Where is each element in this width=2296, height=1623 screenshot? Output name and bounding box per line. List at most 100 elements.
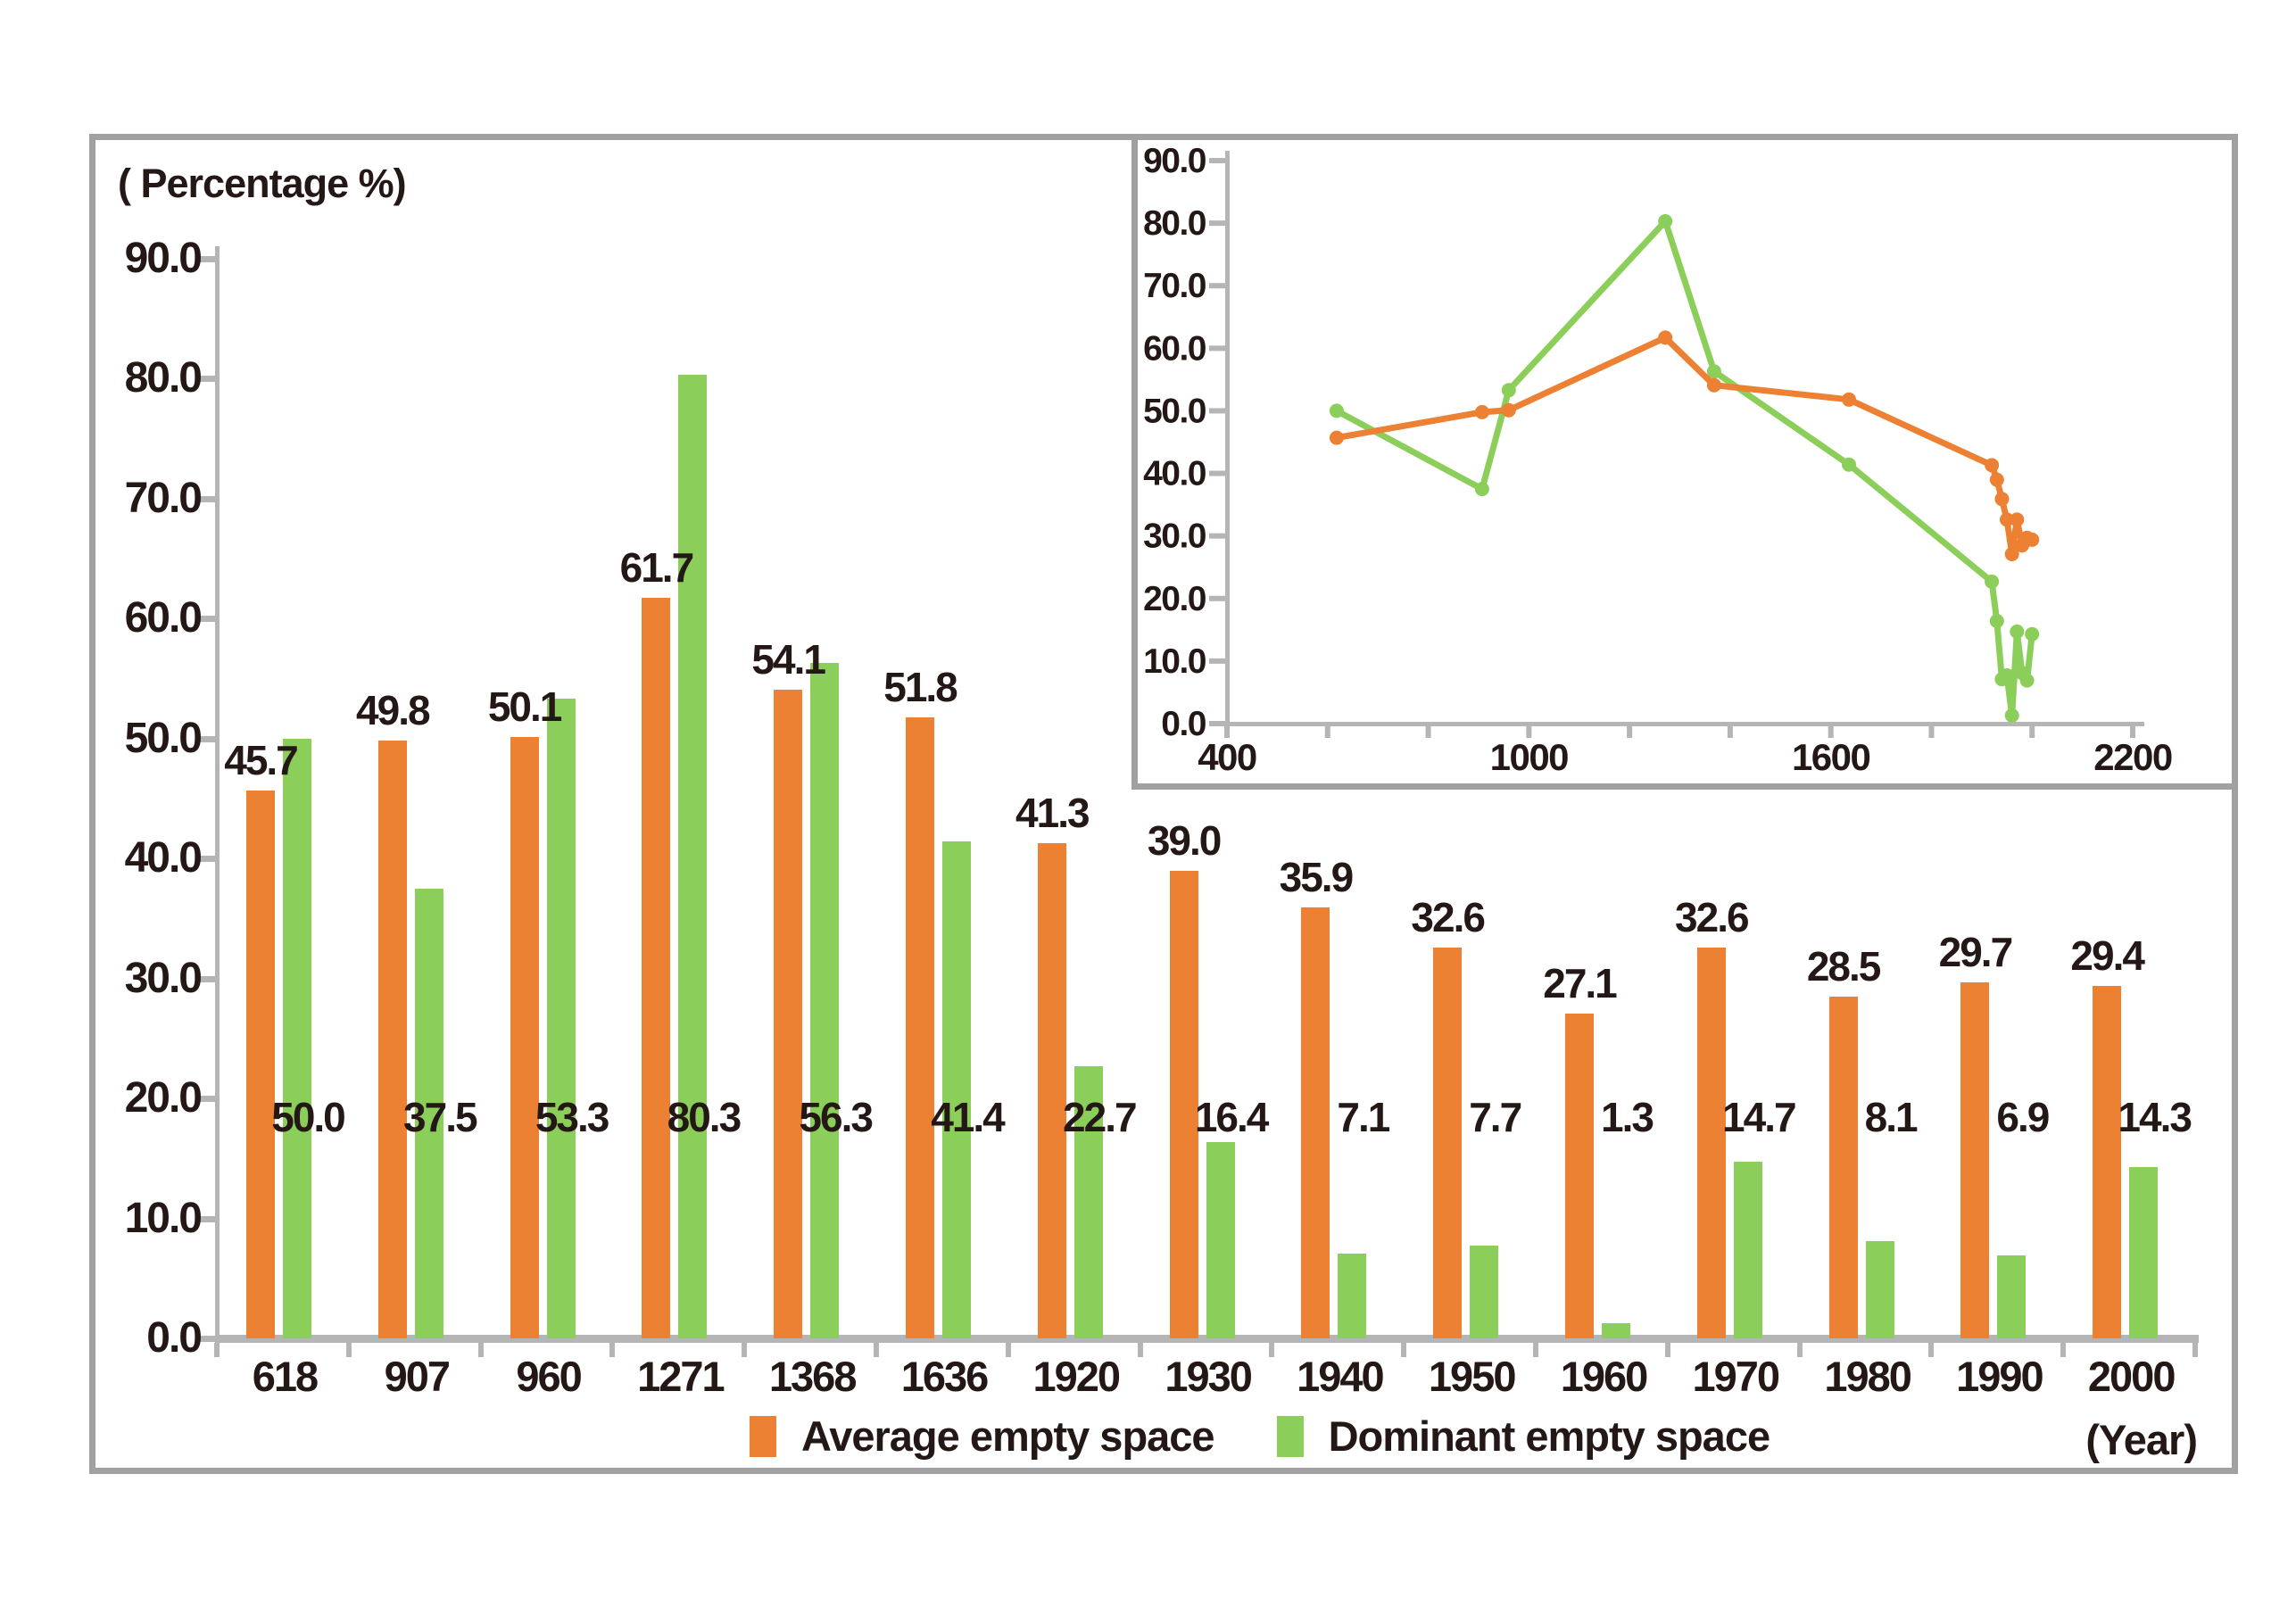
year-tick-label: 1940 xyxy=(1297,1353,1385,1400)
y-tick-mark xyxy=(195,616,215,623)
dominant-bar xyxy=(942,841,971,1338)
inset-average-point xyxy=(1985,458,2000,473)
y-tick-label: 70.0 xyxy=(124,474,203,522)
x-tick-mark xyxy=(1269,1343,1275,1357)
year-tick-label: 1970 xyxy=(1692,1353,1781,1400)
inset-y-tick-mark xyxy=(1209,220,1227,227)
inset-x-tick-mark xyxy=(1727,724,1733,738)
x-tick-mark xyxy=(874,1343,879,1357)
inset-dominant-point xyxy=(1985,574,2000,589)
avg-bar xyxy=(1960,981,1990,1338)
inset-y-tick-label: 20.0 xyxy=(1143,580,1206,618)
y-tick-label: 60.0 xyxy=(124,594,203,642)
inset-dominant-point xyxy=(1658,214,1673,228)
avg-bar xyxy=(642,598,671,1338)
dominant-value-label: 50.0 xyxy=(271,1094,346,1140)
avg-bar xyxy=(1828,996,1858,1338)
x-axis-unit-label: (Year) xyxy=(2085,1416,2198,1463)
y-tick-mark xyxy=(195,495,215,502)
y-tick-label: 40.0 xyxy=(124,834,203,882)
inset-dominant-point xyxy=(1329,403,1344,418)
x-axis-line xyxy=(215,1335,2199,1343)
legend-label-dominant: Dominant empty space xyxy=(1328,1412,1771,1460)
inset-x-tick-label: 2200 xyxy=(2093,736,2172,778)
x-tick-mark xyxy=(214,1343,220,1357)
avg-value-label: 45.7 xyxy=(224,736,299,783)
dominant-value-label: 1.3 xyxy=(1601,1094,1654,1140)
dominant-value-label: 56.3 xyxy=(799,1094,874,1140)
inset-x-tick-mark xyxy=(2029,724,2035,738)
inset-dominant-point xyxy=(2004,708,2019,723)
dominant-value-label: 6.9 xyxy=(1996,1094,2050,1140)
year-tick-label: 1950 xyxy=(1428,1353,1517,1400)
year-tick-label: 1368 xyxy=(768,1353,858,1400)
inset-y-tick-label: 50.0 xyxy=(1143,392,1206,430)
inset-average-point xyxy=(1329,430,1344,445)
y-tick-mark xyxy=(195,256,215,262)
year-tick-label: 907 xyxy=(384,1353,451,1400)
dominant-bar xyxy=(2129,1166,2159,1338)
x-tick-mark xyxy=(742,1343,748,1357)
y-axis-title: ( Percentage %) xyxy=(118,161,407,206)
inset-average-point xyxy=(1842,392,1856,407)
year-tick-label: 1980 xyxy=(1824,1353,1912,1400)
legend-label-average: Average empty space xyxy=(801,1412,1215,1460)
dominant-value-label: 14.3 xyxy=(2118,1094,2192,1140)
inset-y-tick-label: 80.0 xyxy=(1143,204,1206,243)
inset-x-tick-mark xyxy=(1526,724,1532,738)
avg-value-label: 27.1 xyxy=(1543,959,1618,1006)
dominant-bar xyxy=(283,738,311,1338)
avg-value-label: 32.6 xyxy=(1411,893,1486,940)
y-tick-label: 50.0 xyxy=(124,714,203,762)
dominant-bar xyxy=(1470,1246,1499,1338)
inset-y-tick-label: 40.0 xyxy=(1143,455,1206,493)
y-axis-line xyxy=(215,246,220,1340)
year-tick-label: 2000 xyxy=(2087,1353,2176,1400)
dominant-value-label: 53.3 xyxy=(535,1094,610,1140)
year-tick-label: 1920 xyxy=(1032,1353,1122,1400)
inset-line-chart: 0.0 10.0 20.0 30.0 40.0 50.0 60.0 70.0 80.0 90.0 4… xyxy=(1131,134,2238,790)
inset-average-point xyxy=(1501,402,1516,418)
inset-average-point xyxy=(1706,377,1721,393)
dominant-value-label: 16.4 xyxy=(1194,1094,1270,1140)
avg-bar xyxy=(1169,870,1198,1338)
inset-y-tick-label: 0.0 xyxy=(1161,705,1206,743)
x-tick-mark xyxy=(609,1343,616,1357)
year-tick-label: 1990 xyxy=(1956,1353,2044,1400)
inset-x-tick-mark xyxy=(1425,724,1431,738)
dominant-bar xyxy=(414,888,443,1338)
avg-bar xyxy=(906,716,934,1338)
inset-average-point xyxy=(2004,547,2019,561)
avg-value-label: 28.5 xyxy=(1806,942,1882,990)
inset-dominant-point xyxy=(1474,482,1489,497)
avg-value-label: 32.6 xyxy=(1675,893,1750,940)
x-tick-mark xyxy=(1796,1343,1803,1357)
year-tick-label: 960 xyxy=(516,1353,582,1400)
dominant-value-label: 7.1 xyxy=(1337,1094,1390,1140)
inset-average-point xyxy=(1994,492,2010,507)
dominant-bar xyxy=(1997,1255,2027,1338)
inset-x-tick-mark xyxy=(1224,724,1230,738)
avg-bar xyxy=(510,737,539,1338)
inset-average-point xyxy=(2010,512,2025,527)
inset-average-point xyxy=(1989,472,2004,487)
dominant-bar xyxy=(1073,1065,1103,1338)
x-tick-mark xyxy=(345,1343,352,1357)
y-tick-label: 80.0 xyxy=(124,354,203,402)
x-tick-mark xyxy=(2060,1343,2067,1357)
inset-average-line xyxy=(1333,334,2035,558)
inset-dominant-point xyxy=(1842,457,1856,472)
inset-x-tick-label: 1600 xyxy=(1792,736,1870,778)
x-tick-mark xyxy=(477,1343,484,1357)
inset-x-tick-mark xyxy=(1627,724,1633,738)
dominant-bar xyxy=(678,375,708,1338)
inset-y-tick-mark xyxy=(1209,658,1227,664)
dominant-bar xyxy=(1602,1322,1630,1338)
inset-y-tick-mark xyxy=(1209,345,1227,352)
avg-bar xyxy=(1433,947,1463,1338)
y-tick-mark xyxy=(195,1096,215,1103)
avg-value-label: 51.8 xyxy=(883,663,958,710)
avg-value-label: 29.7 xyxy=(1938,928,2014,975)
avg-bar xyxy=(1301,907,1330,1338)
